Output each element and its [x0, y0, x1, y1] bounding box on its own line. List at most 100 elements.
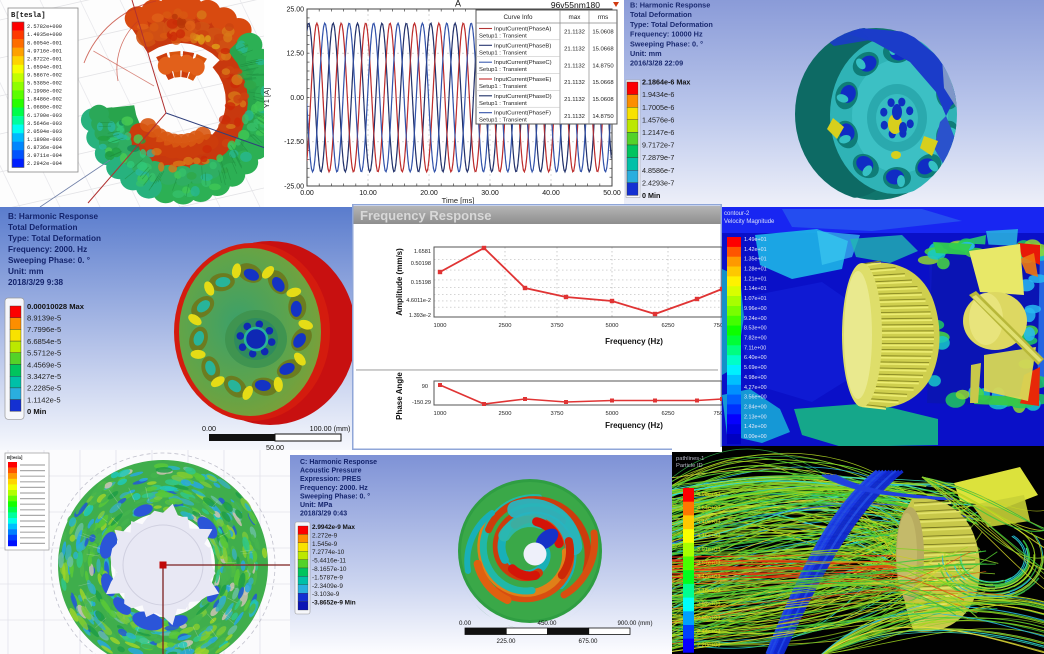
svg-text:Acoustic Pressure: Acoustic Pressure: [300, 468, 362, 475]
svg-text:Type: Total Deformation: Type: Total Deformation: [630, 20, 713, 29]
svg-text:-5.4416e-11: -5.4416e-11: [312, 558, 346, 565]
svg-text:Velocity Magnitude: Velocity Magnitude: [724, 219, 775, 225]
svg-text:1000: 1000: [434, 323, 447, 329]
svg-text:0.00: 0.00: [290, 95, 304, 102]
svg-text:Frequency (Hz): Frequency (Hz): [605, 337, 663, 346]
svg-text:25.00: 25.00: [286, 6, 304, 13]
svg-text:21.1132: 21.1132: [564, 97, 585, 103]
svg-text:21.1132: 21.1132: [564, 63, 585, 69]
svg-text:5.5385e-002: 5.5385e-002: [27, 81, 62, 87]
svg-text:100.00 (mm): 100.00 (mm): [310, 424, 351, 433]
svg-text:Type: Total Deformation: Type: Total Deformation: [8, 234, 101, 243]
svg-text:-12.50: -12.50: [284, 139, 304, 146]
svg-text:1.35e+01: 1.35e+01: [744, 257, 767, 263]
svg-text:6.6854e-5: 6.6854e-5: [27, 337, 61, 346]
svg-text:A: A: [455, 0, 461, 9]
svg-text:5000: 5000: [606, 411, 619, 417]
svg-text:1.2147e-6: 1.2147e-6: [642, 128, 674, 137]
svg-text:1.14e+01: 1.14e+01: [744, 286, 767, 292]
svg-text:Sweeping Phase: 0. °: Sweeping Phase: 0. °: [300, 492, 370, 500]
svg-text:Setup1 : Transient: Setup1 : Transient: [479, 34, 527, 40]
svg-text:1.393e-2: 1.393e-2: [409, 313, 431, 319]
svg-text:7500: 7500: [714, 323, 722, 329]
svg-text:0.50198: 0.50198: [411, 261, 431, 267]
svg-text:7.2879e-7: 7.2879e-7: [642, 153, 674, 162]
svg-text:2.13e+00: 2.13e+00: [744, 414, 767, 420]
svg-text:3.91e+03: 3.91e+03: [697, 547, 721, 553]
svg-text:Frequency: 10000 Hz: Frequency: 10000 Hz: [630, 30, 703, 39]
svg-text:4.6011e-2: 4.6011e-2: [406, 298, 431, 304]
svg-text:2.4293e-7: 2.4293e-7: [642, 178, 674, 187]
svg-text:5.69e+00: 5.69e+00: [744, 365, 767, 371]
svg-text:450.00: 450.00: [538, 620, 557, 627]
svg-text:0.00010028 Max: 0.00010028 Max: [27, 302, 85, 311]
svg-text:6250: 6250: [662, 323, 675, 329]
svg-text:9.24e+00: 9.24e+00: [744, 316, 767, 322]
svg-text:5.5712e-5: 5.5712e-5: [27, 349, 61, 358]
svg-text:40.00: 40.00: [542, 190, 560, 197]
svg-text:2.69e+03: 2.69e+03: [697, 615, 721, 621]
svg-text:1.1142e-5: 1.1142e-5: [27, 395, 61, 404]
svg-text:Time [ms]: Time [ms]: [442, 196, 475, 205]
svg-text:-8.1657e-10: -8.1657e-10: [312, 566, 347, 573]
svg-text:2.84e+00: 2.84e+00: [744, 404, 767, 410]
svg-text:14.8750: 14.8750: [592, 63, 614, 69]
svg-text:Frequency: 2000. Hz: Frequency: 2000. Hz: [300, 485, 368, 492]
svg-text:B[tesla]: B[tesla]: [7, 455, 23, 460]
svg-text:Sweeping Phase: 0. °: Sweeping Phase: 0. °: [630, 39, 703, 48]
svg-text:7.11e+00: 7.11e+00: [744, 345, 766, 351]
svg-text:Unit: MPa: Unit: MPa: [300, 502, 332, 509]
svg-text:0.00: 0.00: [459, 620, 472, 627]
svg-text:3.5646e-003: 3.5646e-003: [27, 121, 62, 127]
svg-text:50.00: 50.00: [603, 190, 621, 197]
svg-text:3.1998e-002: 3.1998e-002: [27, 89, 62, 95]
svg-text:3750: 3750: [551, 323, 564, 329]
svg-text:96v55nm180: 96v55nm180: [551, 0, 600, 10]
svg-text:4.98e+03: 4.98e+03: [697, 492, 721, 498]
svg-text:2.5782e+000: 2.5782e+000: [27, 24, 62, 30]
svg-text:8.53e+00: 8.53e+00: [744, 326, 767, 332]
svg-text:2.2285e-5: 2.2285e-5: [27, 384, 61, 393]
svg-text:Frequency Response: Frequency Response: [360, 208, 492, 223]
svg-text:Sweeping Phase: 0. °: Sweeping Phase: 0. °: [8, 256, 90, 265]
svg-text:Setup1 : Transient: Setup1 : Transient: [479, 118, 527, 124]
svg-text:1.42e+00: 1.42e+00: [744, 424, 767, 430]
svg-text:1.6594e-001: 1.6594e-001: [27, 65, 62, 71]
svg-text:InputCurrent(PhaseE): InputCurrent(PhaseE): [494, 77, 551, 83]
svg-text:4.9716e-001: 4.9716e-001: [27, 48, 62, 54]
svg-text:3.56e+00: 3.56e+00: [744, 395, 767, 401]
svg-text:30.00: 30.00: [481, 190, 499, 197]
svg-text:15.0668: 15.0668: [592, 46, 614, 52]
svg-text:0 Min: 0 Min: [27, 407, 47, 416]
svg-text:B: Harmonic Response: B: Harmonic Response: [8, 212, 99, 221]
svg-text:Total Deformation: Total Deformation: [630, 10, 692, 19]
svg-text:rms: rms: [598, 14, 609, 21]
svg-text:B[tesla]: B[tesla]: [11, 12, 46, 20]
svg-text:max: max: [569, 14, 582, 21]
svg-text:2016/3/28 22:09: 2016/3/28 22:09: [630, 59, 683, 68]
svg-text:6.8736e-004: 6.8736e-004: [27, 145, 62, 151]
svg-text:1.0680e-002: 1.0680e-002: [27, 105, 62, 111]
svg-text:InputCurrent(PhaseC): InputCurrent(PhaseC): [494, 60, 552, 66]
svg-text:3.9711e-004: 3.9711e-004: [27, 153, 62, 159]
svg-text:14.8750: 14.8750: [592, 114, 614, 120]
svg-text:21.1132: 21.1132: [564, 30, 585, 36]
svg-text:2.272e-9: 2.272e-9: [312, 532, 338, 539]
svg-text:21.1132: 21.1132: [564, 114, 585, 120]
svg-text:4.64e+03: 4.64e+03: [697, 506, 721, 512]
svg-text:21.1132: 21.1132: [564, 80, 585, 86]
svg-text:0.00e+00: 0.00e+00: [744, 434, 767, 440]
svg-text:0.00: 0.00: [202, 424, 216, 433]
svg-text:7.82e+00: 7.82e+00: [744, 336, 767, 342]
svg-text:15.0668: 15.0668: [592, 80, 614, 86]
svg-text:pathlines-1: pathlines-1: [676, 456, 704, 462]
svg-text:50.00: 50.00: [266, 443, 284, 450]
svg-text:-3.103e-9: -3.103e-9: [312, 591, 340, 598]
svg-text:2.93e+03: 2.93e+03: [697, 602, 721, 608]
svg-text:2.20e+03: 2.20e+03: [697, 643, 721, 649]
svg-text:3.18e+03: 3.18e+03: [697, 588, 721, 594]
svg-text:1.1898e-003: 1.1898e-003: [27, 137, 62, 143]
svg-text:675.00: 675.00: [579, 638, 598, 645]
svg-text:Y1 [A]: Y1 [A]: [264, 88, 271, 108]
svg-text:90: 90: [422, 384, 428, 390]
